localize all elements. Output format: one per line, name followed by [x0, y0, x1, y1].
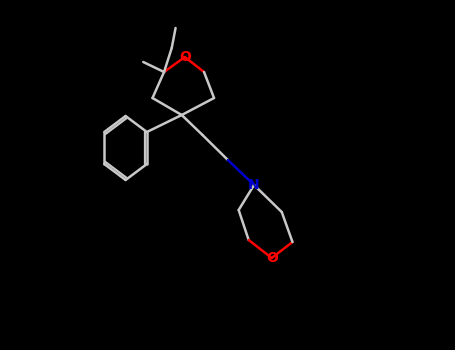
- Text: O: O: [179, 50, 191, 64]
- Text: O: O: [266, 251, 278, 265]
- Text: N: N: [248, 178, 260, 192]
